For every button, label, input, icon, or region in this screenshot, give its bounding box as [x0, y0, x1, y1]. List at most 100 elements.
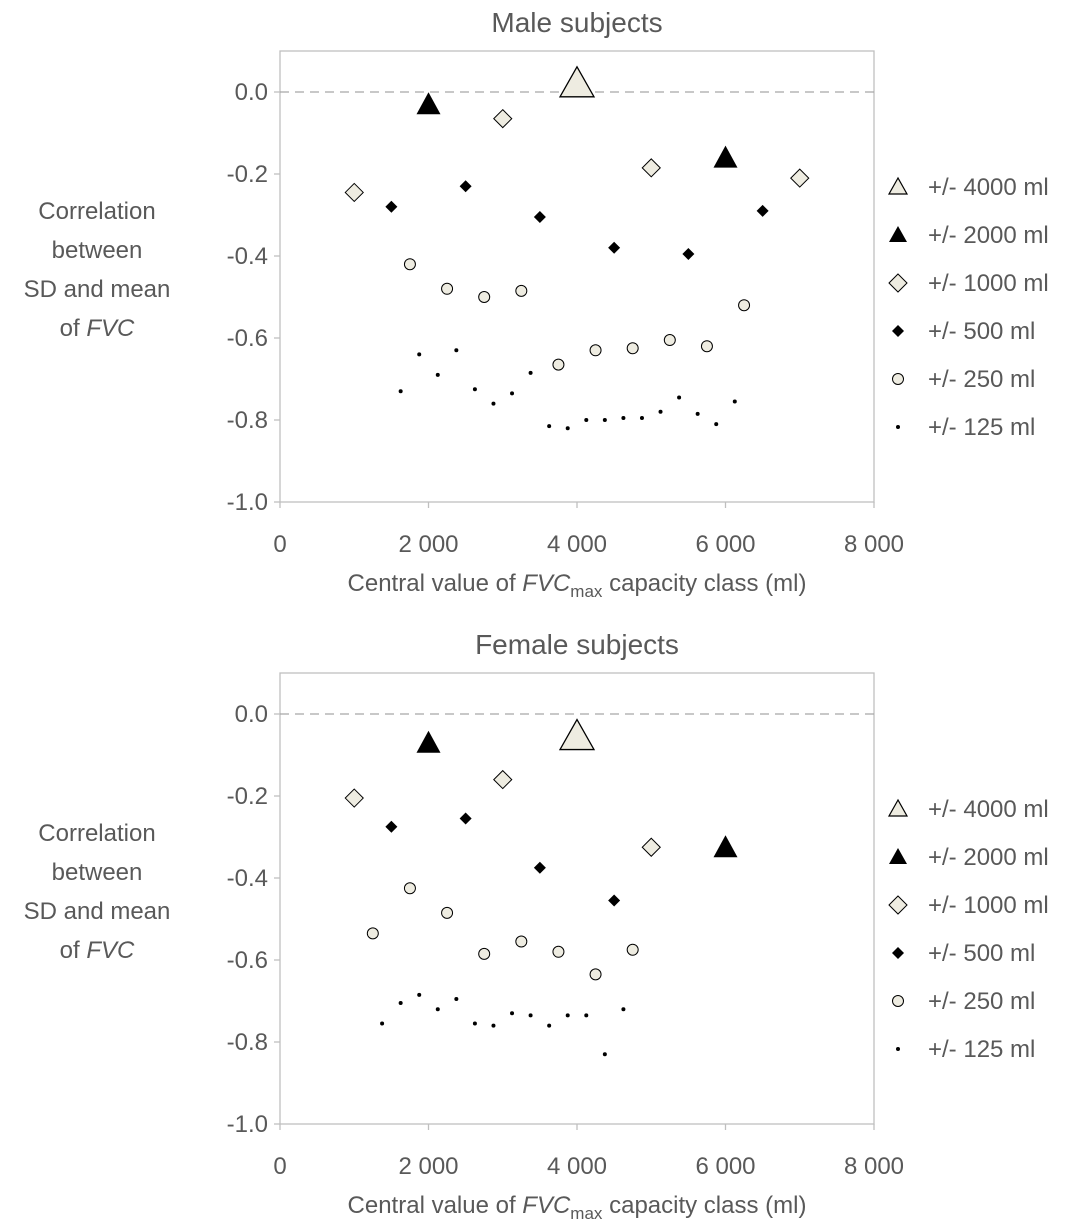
data-point: [626, 943, 639, 956]
data-point: [459, 812, 472, 825]
series-triangle-open-large: [558, 718, 596, 751]
data-point: [398, 389, 403, 394]
data-point: [493, 108, 513, 129]
legend-marker: [888, 273, 908, 293]
data-point: [417, 992, 422, 997]
data-point: [682, 247, 695, 260]
y-tick-label: -0.2: [227, 161, 268, 188]
legend-label: +/- 500 ml: [928, 940, 1035, 967]
series-diamond-filled: [385, 812, 621, 907]
data-point: [435, 1007, 440, 1012]
data-point: [608, 241, 621, 254]
data-point: [589, 344, 602, 357]
data-point: [493, 769, 513, 790]
series-triangle-filled: [416, 730, 738, 858]
y-tick-label: 0.0: [235, 79, 268, 106]
data-point: [641, 158, 661, 178]
chart-panel-male: Male subjects 0.0 -0.2 -0.4 -0.6 -0.8 -1.00 2 0…: [24, 7, 1049, 601]
data-point: [558, 718, 596, 751]
legend-marker: [888, 895, 908, 915]
data-point: [510, 1011, 515, 1016]
y-tick-label: -0.8: [227, 1029, 268, 1056]
series-diamond-open: [344, 108, 810, 203]
y-axis-label-line: of FVC: [60, 315, 135, 342]
data-point: [677, 395, 682, 400]
legend-marker: [887, 798, 909, 817]
y-tick-label: -1.0: [227, 1111, 268, 1138]
data-point: [515, 935, 528, 948]
series-circle-open: [366, 882, 639, 981]
data-point: [491, 1023, 496, 1028]
legend-label: +/- 4000 ml: [928, 796, 1049, 823]
legend-label: +/- 250 ml: [928, 988, 1035, 1015]
x-tick-label: 8 000: [844, 531, 904, 558]
y-tick-label: -0.6: [227, 947, 268, 974]
legend: +/- 4000 ml +/- 2000 ml +/- 1000 ml +/- 500…: [887, 174, 1049, 441]
legend-label: +/- 2000 ml: [928, 222, 1049, 249]
series-triangle-filled: [416, 92, 738, 168]
data-point: [626, 342, 639, 355]
series-triangle-open-large: [558, 65, 596, 98]
legend-marker: [889, 226, 907, 242]
data-point: [528, 1013, 533, 1018]
x-tick-label: 4 000: [547, 531, 607, 558]
y-tick-label: -0.8: [227, 407, 268, 434]
legend-label: +/- 125 ml: [928, 1036, 1035, 1063]
x-tick-label: 0: [273, 1153, 286, 1180]
x-tick-label: 6 000: [695, 531, 755, 558]
data-point: [713, 835, 738, 858]
x-tick-label: 4 000: [547, 1153, 607, 1180]
data-point: [366, 927, 379, 940]
legend-label: +/- 500 ml: [928, 318, 1035, 345]
x-tick-label: 6 000: [695, 1153, 755, 1180]
data-point: [565, 426, 570, 431]
x-axis-label: Central value of FVCmax capacity class (…: [348, 570, 807, 601]
data-point: [714, 422, 719, 427]
chart-title: Female subjects: [475, 629, 679, 660]
data-point: [510, 391, 515, 396]
data-point: [441, 282, 454, 295]
legend-marker: [892, 995, 904, 1007]
data-point: [398, 1001, 403, 1006]
data-point: [663, 334, 676, 347]
data-point: [385, 820, 398, 833]
data-point: [756, 204, 769, 217]
series-circle-open: [403, 258, 751, 371]
data-point: [472, 387, 477, 392]
y-tick-label: -0.4: [227, 243, 268, 270]
data-point: [584, 418, 589, 422]
data-point: [491, 401, 496, 406]
data-point: [417, 352, 422, 357]
y-axis-label-line: between: [52, 237, 143, 264]
y-axis-label-line: SD and mean: [24, 898, 171, 925]
data-point: [732, 399, 737, 404]
data-point: [639, 415, 644, 420]
data-point: [713, 145, 738, 168]
y-axis-label-line: between: [52, 859, 143, 886]
series-diamond-filled: [385, 180, 769, 260]
data-point: [641, 837, 661, 857]
legend-marker: [887, 176, 909, 195]
data-point: [533, 211, 546, 224]
data-point: [584, 1013, 589, 1018]
data-point: [621, 1007, 626, 1012]
legend-label: +/- 4000 ml: [928, 174, 1049, 201]
data-point: [416, 730, 441, 753]
y-tick-label: 0.0: [235, 701, 268, 728]
legend-marker: [896, 1047, 900, 1051]
y-axis-label-line: of FVC: [60, 937, 135, 964]
data-point: [528, 370, 533, 375]
legend-label: +/- 250 ml: [928, 366, 1035, 393]
data-point: [344, 182, 364, 203]
data-point: [459, 180, 472, 193]
data-point: [738, 299, 751, 312]
data-point: [454, 996, 459, 1001]
data-point: [558, 65, 596, 98]
x-axis-label: Central value of FVCmax capacity class (…: [348, 1192, 807, 1220]
chart-panel-female: Female subjects 0.0 -0.2 -0.4 -0.6 -0.8 -1.00 2…: [24, 629, 1049, 1220]
data-point: [478, 947, 491, 960]
data-point: [454, 348, 459, 353]
chart-title: Male subjects: [491, 7, 662, 38]
y-axis-label-line: Correlation: [38, 820, 155, 847]
